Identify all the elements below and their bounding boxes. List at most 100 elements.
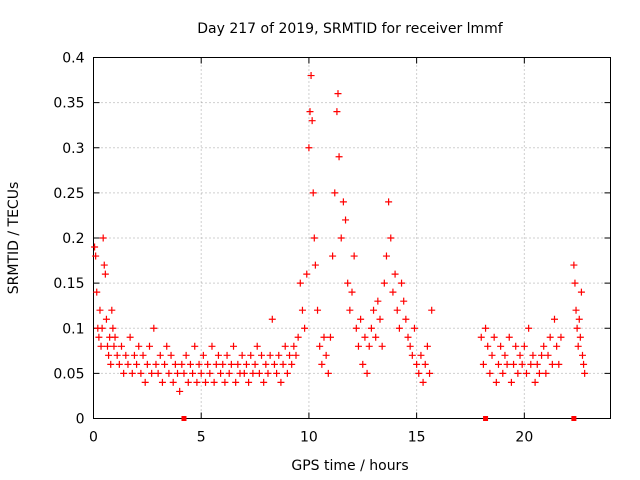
data-point [111,333,119,341]
y-tick-label: 0.1 [62,321,84,337]
data-point [247,351,255,359]
data-point [273,369,281,377]
data-point [365,342,373,350]
data-point [417,351,425,359]
data-point [294,333,302,341]
data-point [180,369,188,377]
data-point [191,342,199,350]
data-point [335,153,343,161]
data-point [538,351,546,359]
data-point [232,378,240,386]
data-point [286,351,294,359]
data-point [578,351,586,359]
data-point [311,261,319,269]
data-point [98,324,106,332]
x-tick-label: 5 [197,430,206,446]
data-point [497,342,505,350]
data-point [419,378,427,386]
data-point [223,351,231,359]
data-point [143,360,151,368]
data-point [109,324,117,332]
y-tick-label: 0.2 [62,231,84,247]
data-point [423,342,431,350]
data-point [333,108,341,116]
y-tick-label: 0.4 [62,51,84,67]
data-point [320,333,328,341]
data-point [266,351,274,359]
data-point [477,333,485,341]
data-point [575,315,583,323]
data-point [214,351,222,359]
data-point [581,369,589,377]
x-tick-label: 10 [300,430,318,446]
data-point [298,306,306,314]
data-point [133,360,141,368]
data-point [352,324,360,332]
data-point [570,261,578,269]
data-point [219,360,227,368]
data-point [367,324,375,332]
data-point [344,279,352,287]
data-point [408,351,416,359]
data-point [113,351,121,359]
data-point [531,378,539,386]
data-point [398,279,406,287]
data-point [128,369,136,377]
data-point [520,342,528,350]
data-point [389,288,397,296]
data-point [176,387,184,395]
data-point [296,279,304,287]
data-point [516,351,524,359]
data-point [93,288,101,296]
data-point [281,342,289,350]
data-point [557,333,565,341]
data-point [484,342,492,350]
data-point [372,333,380,341]
data-point [275,351,283,359]
data-point [387,234,395,242]
data-point [540,342,548,350]
data-point [514,369,522,377]
x-tick-label: 15 [408,430,426,446]
data-point [331,189,339,197]
data-point [258,351,266,359]
data-point [391,270,399,278]
data-point [115,360,123,368]
data-point [309,189,317,197]
data-point [350,252,358,260]
data-point [120,369,128,377]
data-point [292,351,300,359]
data-point [137,369,145,377]
data-point [522,369,530,377]
data-point [542,369,550,377]
data-point [152,360,160,368]
data-point [339,198,347,206]
data-point [118,342,126,350]
zero-marker [571,416,577,421]
data-point [535,369,543,377]
data-point [555,360,563,368]
data-point [245,378,253,386]
data-point [96,306,104,314]
data-point [486,369,494,377]
data-point [163,342,171,350]
data-point [206,369,214,377]
data-point [577,288,585,296]
data-point [186,360,194,368]
zero-marker [483,416,489,421]
data-point [221,378,229,386]
data-point [580,360,588,368]
grid [93,57,611,419]
data-point [227,360,235,368]
data-point [380,279,388,287]
data-point [217,369,225,377]
y-tick-label: 0 [76,412,85,428]
data-point [550,315,558,323]
data-point [301,324,309,332]
data-point [290,342,298,350]
data-point [95,333,103,341]
data-point [234,360,242,368]
data-point [305,144,313,152]
data-point [105,351,113,359]
data-point [268,315,276,323]
